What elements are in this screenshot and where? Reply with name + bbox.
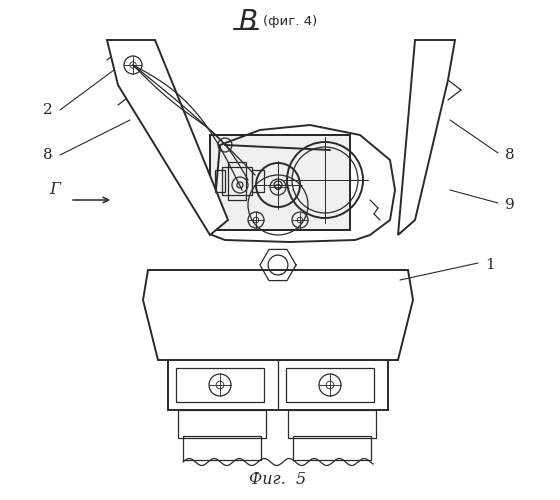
Bar: [222, 167, 252, 195]
Bar: [293, 436, 371, 460]
Bar: [210, 135, 350, 230]
Bar: [168, 360, 388, 410]
Bar: [215, 170, 225, 192]
Bar: [183, 436, 261, 460]
Polygon shape: [398, 40, 455, 235]
Text: 8: 8: [43, 148, 53, 162]
Bar: [178, 410, 266, 438]
Bar: [252, 170, 264, 192]
Text: $\mathit{B}$: $\mathit{B}$: [239, 8, 258, 36]
Text: (фиг. 4): (фиг. 4): [263, 16, 318, 28]
Bar: [286, 368, 374, 402]
Bar: [228, 162, 246, 200]
Bar: [288, 410, 376, 438]
Bar: [210, 135, 350, 230]
Polygon shape: [107, 40, 228, 235]
Text: 8: 8: [505, 148, 515, 162]
Text: Г: Г: [49, 182, 60, 198]
Text: 9: 9: [505, 198, 515, 212]
Bar: [176, 368, 264, 402]
Text: Фиг.  5: Фиг. 5: [249, 472, 306, 488]
Text: 2: 2: [43, 103, 53, 117]
Text: 1: 1: [485, 258, 495, 272]
